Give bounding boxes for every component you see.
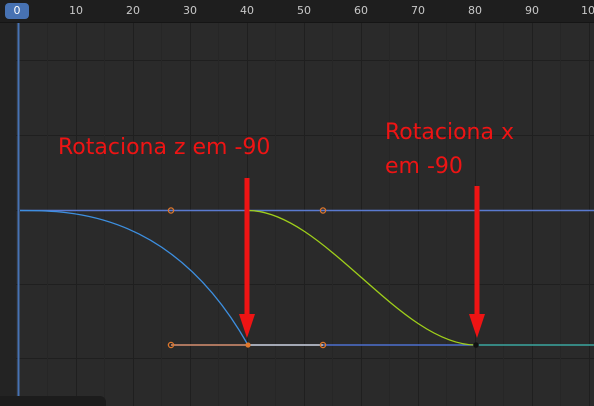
ruler-tick-label: 80	[468, 4, 482, 17]
ruler-tick-label: 70	[411, 4, 425, 17]
curve-z-rotation[interactable]	[19, 209, 249, 346]
channel-strip	[0, 22, 16, 406]
keyframe-icon[interactable]	[245, 342, 251, 348]
region-corner-tab[interactable]	[0, 396, 106, 406]
ruler-tick-label: 40	[240, 4, 254, 17]
ruler-tick-label: 10	[69, 4, 83, 17]
ruler-tick-label: 60	[354, 4, 368, 17]
annotation-rotate-x-line1: Rotaciona x	[385, 120, 514, 145]
frame-ruler[interactable]: 0 10 20 30 40 50 60 70 80 90 10	[0, 0, 594, 23]
bezier-handle-icon[interactable]	[319, 207, 327, 214]
bezier-handle-icon[interactable]	[167, 341, 175, 349]
curve-x-rotation[interactable]	[247, 209, 477, 346]
ruler-tick-label: 50	[297, 4, 311, 17]
grid	[0, 22, 594, 406]
bezier-handle-icon[interactable]	[167, 207, 175, 214]
keyframe-icon[interactable]	[473, 342, 479, 348]
annotation-rotate-x-line2: em -90	[385, 154, 463, 179]
bezier-handle-icon[interactable]	[319, 341, 327, 349]
arrow-down-icon	[469, 186, 485, 338]
grid-minor	[47, 22, 561, 406]
current-frame-indicator[interactable]: 0	[5, 3, 29, 19]
ruler-tick-label: 20	[126, 4, 140, 17]
annotation-rotate-z: Rotaciona z em -90	[58, 135, 271, 160]
ruler-tick-label: 10	[581, 4, 594, 17]
ruler-tick-label: 90	[525, 4, 539, 17]
arrow-down-icon	[239, 178, 255, 338]
ruler-tick-label: 30	[183, 4, 197, 17]
